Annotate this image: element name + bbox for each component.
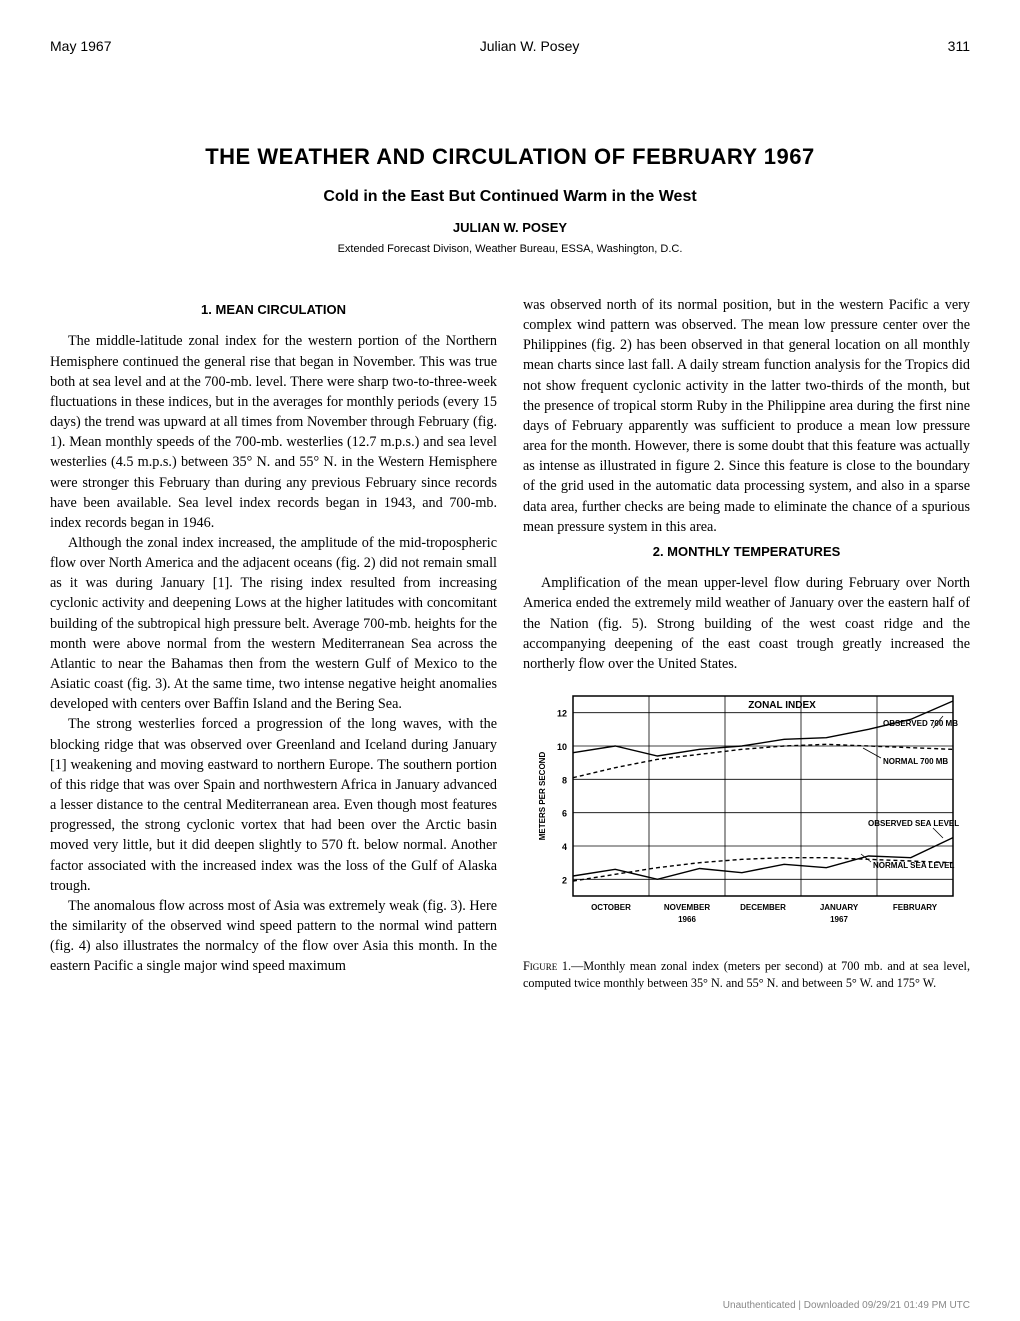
svg-text:ZONAL INDEX: ZONAL INDEX xyxy=(748,700,816,711)
svg-text:12: 12 xyxy=(557,709,567,719)
page-header: May 1967 Julian W. Posey 311 xyxy=(50,38,970,54)
svg-text:OBSERVED 700 MB: OBSERVED 700 MB xyxy=(883,719,958,728)
svg-text:1967: 1967 xyxy=(830,915,848,924)
section-1-title: 1. MEAN CIRCULATION xyxy=(50,301,497,319)
caption-label: Figure 1. xyxy=(523,959,571,973)
col1-para-2: Although the zonal index increased, the … xyxy=(50,533,497,714)
svg-text:6: 6 xyxy=(562,809,567,819)
affiliation: Extended Forecast Divison, Weather Burea… xyxy=(50,243,970,255)
svg-text:OCTOBER: OCTOBER xyxy=(591,903,631,912)
svg-text:NORMAL SEA LEVEL: NORMAL SEA LEVEL xyxy=(873,861,954,870)
chart-svg: 2 4 6 8 10 12 ZONAL INDEX OBSERVED 700 MB NORMAL… xyxy=(523,686,963,946)
col1-para-1: The middle-latitude zonal index for the … xyxy=(50,331,497,533)
svg-text:JANUARY: JANUARY xyxy=(820,903,859,912)
col2-para-1: was observed north of its normal positio… xyxy=(523,295,970,537)
right-column: was observed north of its normal positio… xyxy=(523,295,970,991)
svg-text:NOVEMBER: NOVEMBER xyxy=(664,903,710,912)
svg-text:2: 2 xyxy=(562,875,567,885)
figure-1-caption: Figure 1.—Monthly mean zonal index (mete… xyxy=(523,958,970,991)
svg-text:NORMAL 700 MB: NORMAL 700 MB xyxy=(883,757,948,766)
content-columns: 1. MEAN CIRCULATION The middle-latitude … xyxy=(50,295,970,991)
svg-text:DECEMBER: DECEMBER xyxy=(740,903,786,912)
article-title: THE WEATHER AND CIRCULATION OF FEBRUARY … xyxy=(50,144,970,170)
svg-text:OBSERVED SEA LEVEL: OBSERVED SEA LEVEL xyxy=(868,819,959,828)
author-name: JULIAN W. POSEY xyxy=(50,220,970,235)
caption-text: —Monthly mean zonal index (meters per se… xyxy=(523,959,970,989)
svg-text:METERS PER SECOND: METERS PER SECOND xyxy=(538,752,547,841)
col2-para-2: Amplification of the mean upper-level fl… xyxy=(523,573,970,674)
svg-text:4: 4 xyxy=(562,842,567,852)
article-subtitle: Cold in the East But Continued Warm in t… xyxy=(50,188,970,206)
svg-text:FEBRUARY: FEBRUARY xyxy=(893,903,938,912)
svg-text:10: 10 xyxy=(557,742,567,752)
left-column: 1. MEAN CIRCULATION The middle-latitude … xyxy=(50,295,497,991)
col1-para-4: The anomalous flow across most of Asia w… xyxy=(50,896,497,977)
svg-text:1966: 1966 xyxy=(678,915,696,924)
zonal-index-chart: 2 4 6 8 10 12 ZONAL INDEX OBSERVED 700 MB NORMAL… xyxy=(523,686,970,952)
svg-text:8: 8 xyxy=(562,775,567,785)
header-page: 311 xyxy=(948,38,970,54)
header-author: Julian W. Posey xyxy=(480,38,580,54)
col1-para-3: The strong westerlies forced a progressi… xyxy=(50,714,497,895)
header-date: May 1967 xyxy=(50,38,111,54)
footer-watermark: Unauthenticated | Downloaded 09/29/21 01… xyxy=(723,1300,970,1311)
section-2-title: 2. MONTHLY TEMPERATURES xyxy=(523,543,970,561)
